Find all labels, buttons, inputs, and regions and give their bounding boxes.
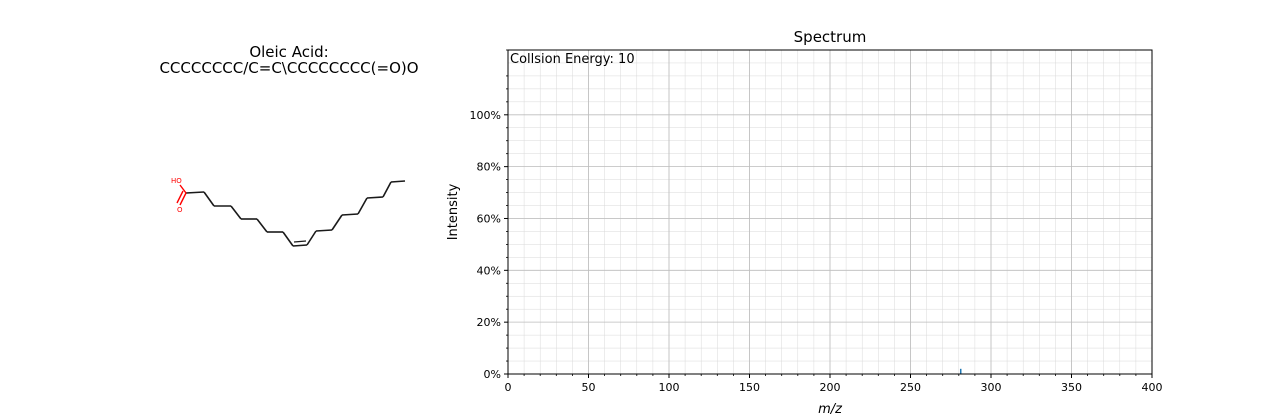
molecule-name: Oleic Acid:: [249, 43, 329, 61]
carbonyl-double-bond-a: [179, 192, 187, 206]
cis-double-bond: [293, 240, 307, 243]
x-tick-label: 250: [900, 381, 921, 394]
y-tick-label: 100%: [470, 109, 501, 122]
x-axis-label: m/z: [818, 402, 843, 417]
x-tick-label: 150: [739, 381, 760, 394]
carbon-chain-bonds: [185, 180, 406, 247]
carbon-bond: [230, 205, 242, 220]
hydroxyl-bond: [179, 184, 187, 194]
carbon-bond: [203, 191, 215, 207]
x-tick-label: 0: [505, 381, 512, 394]
molecule-structure-diagram: HO O: [171, 177, 406, 247]
x-tick-label: 400: [1142, 381, 1163, 394]
carbon-bond: [382, 181, 392, 198]
carbon-bond: [390, 180, 406, 183]
carbon-bond: [366, 196, 384, 199]
collision-energy-annotation: Collsion Energy: 10: [510, 52, 635, 67]
carbon-bond: [357, 197, 368, 215]
carbonyl-double-bond-b: [176, 190, 184, 204]
y-axis-label: Intensity: [446, 183, 461, 240]
carbon-bond: [282, 231, 294, 247]
carbon-bond: [185, 191, 205, 194]
molecule-title: Oleic Acid: CCCCCCCC/C=C\CCCCCCCC(=O)O: [130, 44, 448, 76]
y-tick-label: 20%: [477, 316, 501, 329]
carbon-bond: [341, 213, 359, 216]
carbon-bond: [306, 230, 317, 246]
carbon-bond: [292, 244, 308, 247]
carbon-bond: [256, 218, 268, 233]
x-axis-ticks: 0 50 100 150 200 250 300 350 400: [505, 374, 1163, 394]
hydroxyl-label: HO: [171, 177, 182, 185]
y-tick-label: 0%: [484, 368, 501, 381]
x-tick-label: 200: [820, 381, 841, 394]
carboxyl-group: HO O: [171, 177, 187, 214]
y-axis-ticks: 0% 20% 40% 60% 80% 100%: [470, 49, 508, 381]
y-tick-label: 40%: [477, 264, 501, 277]
chart-title: Spectrum: [794, 28, 867, 46]
carbon-bond: [315, 229, 333, 232]
y-tick-label: 80%: [477, 161, 501, 174]
x-tick-label: 350: [1061, 381, 1082, 394]
carbonyl-oxygen-label: O: [177, 206, 183, 214]
x-tick-label: 50: [582, 381, 596, 394]
y-tick-label: 60%: [477, 212, 501, 225]
x-tick-label: 300: [981, 381, 1002, 394]
carbon-bond: [331, 214, 343, 231]
molecule-smiles: CCCCCCCC/C=C\CCCCCCCC(=O)O: [159, 59, 419, 77]
x-tick-label: 100: [659, 381, 680, 394]
